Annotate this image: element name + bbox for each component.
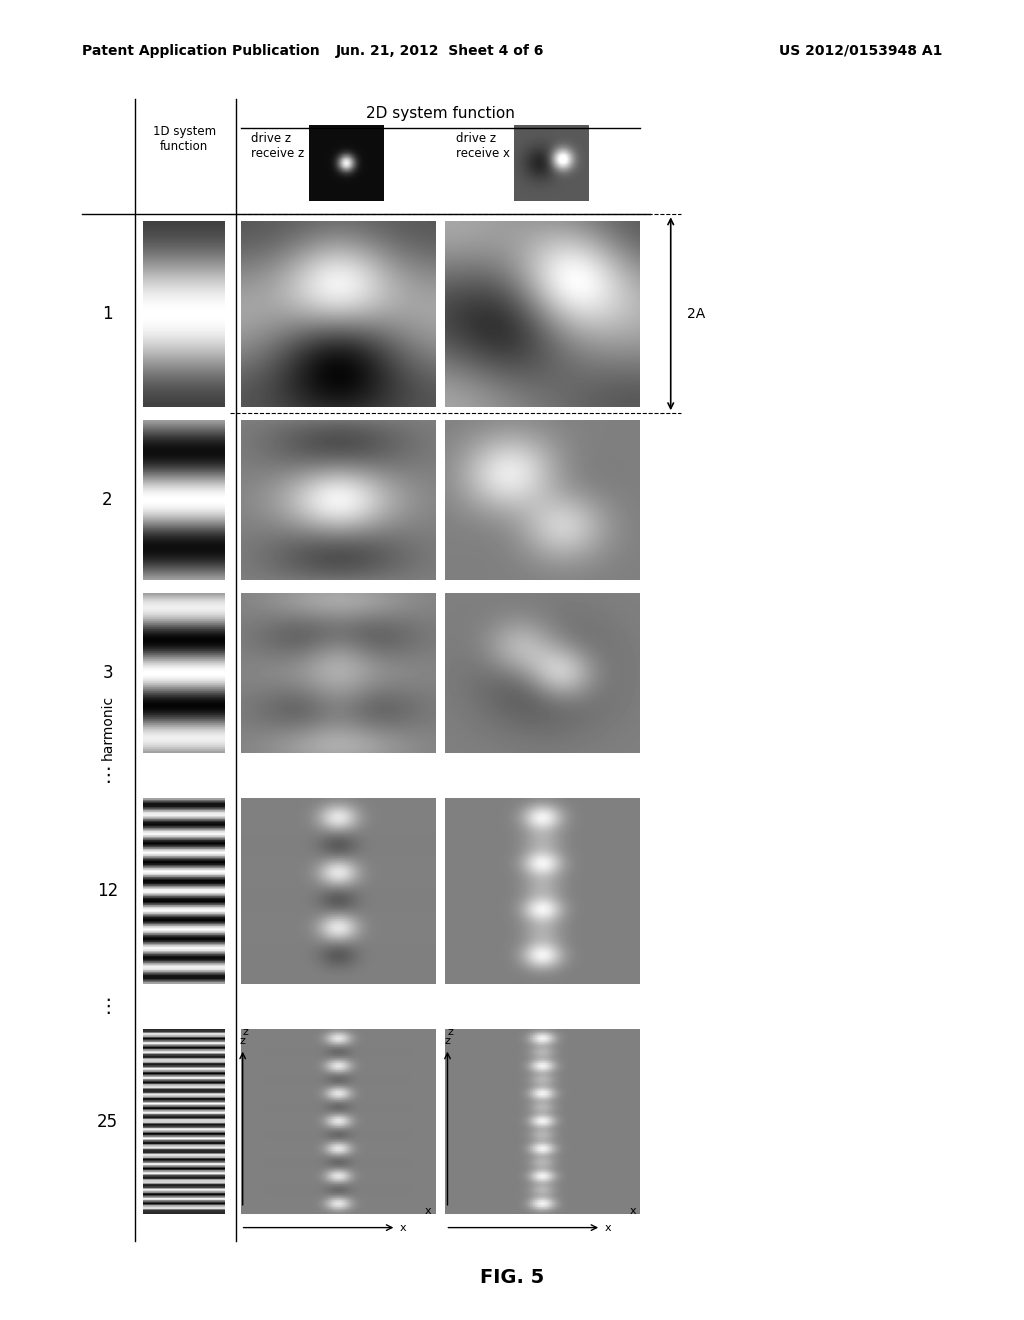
Text: 2A: 2A [687, 306, 706, 321]
Text: 12: 12 [97, 882, 118, 900]
Text: z: z [243, 1027, 249, 1038]
Text: ⋮: ⋮ [97, 997, 118, 1015]
Text: 2D system function: 2D system function [366, 106, 515, 120]
Text: drive z
receive x: drive z receive x [456, 132, 510, 160]
Text: FIG. 5: FIG. 5 [480, 1269, 544, 1287]
Text: Jun. 21, 2012  Sheet 4 of 6: Jun. 21, 2012 Sheet 4 of 6 [336, 44, 545, 58]
Text: drive z
receive z: drive z receive z [251, 132, 304, 160]
Text: z: z [447, 1027, 454, 1038]
Text: Patent Application Publication: Patent Application Publication [82, 44, 319, 58]
Text: x: x [604, 1222, 611, 1233]
Text: z: z [240, 1036, 246, 1045]
Text: ⋮: ⋮ [97, 766, 118, 785]
Text: x: x [630, 1206, 636, 1217]
Text: x: x [425, 1206, 431, 1217]
Text: 2: 2 [102, 491, 113, 508]
Text: x: x [399, 1222, 407, 1233]
Text: 1D system
function: 1D system function [153, 125, 216, 153]
Text: z: z [444, 1036, 451, 1045]
Text: 3: 3 [102, 664, 113, 682]
Text: 1: 1 [102, 305, 113, 323]
Text: harmonic: harmonic [100, 696, 115, 760]
Text: 25: 25 [97, 1113, 118, 1131]
Text: US 2012/0153948 A1: US 2012/0153948 A1 [778, 44, 942, 58]
